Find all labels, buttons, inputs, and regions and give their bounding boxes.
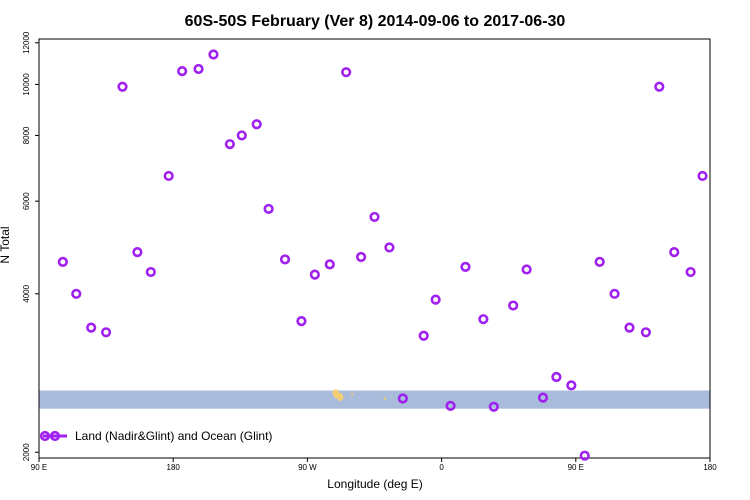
y-tick-label: 4000	[22, 284, 31, 302]
data-point	[566, 380, 577, 391]
y-axis: 2000 4000 6000 8000 10000 12000	[22, 31, 39, 461]
data-point	[537, 392, 549, 403]
data-point	[478, 314, 489, 325]
data-point	[71, 288, 82, 299]
data-point	[208, 49, 219, 60]
x-tick-label: 180	[703, 463, 717, 472]
data-point	[193, 63, 204, 75]
data-point	[551, 371, 562, 383]
data-point	[521, 264, 532, 275]
data-point	[418, 330, 429, 341]
data-point	[163, 170, 174, 182]
land-shape	[383, 397, 387, 400]
chart-title: 60S-50S February (Ver 8) 2014-09-06 to 2…	[185, 13, 566, 30]
data-point	[369, 211, 380, 223]
legend-marker	[49, 430, 61, 442]
y-axis-label: N Total	[0, 226, 12, 263]
data-point	[508, 300, 519, 311]
data-point	[355, 251, 367, 263]
data-point	[460, 261, 471, 273]
data-point	[669, 247, 680, 258]
data-point	[309, 269, 320, 280]
plot-frame	[38, 38, 711, 459]
data-point	[296, 315, 307, 327]
data-point	[624, 322, 635, 333]
data-point	[86, 322, 97, 333]
x-axis: 90 E 180 90 W 0 90 E 180	[31, 458, 717, 472]
data-point	[57, 256, 68, 267]
data-point	[397, 393, 408, 404]
x-tick-label: 90 E	[31, 463, 47, 472]
data-point	[100, 327, 112, 338]
data-point	[654, 81, 665, 92]
y-tick-label: 10000	[22, 73, 31, 96]
data-point	[341, 67, 352, 78]
y-tick-label: 8000	[22, 126, 31, 144]
land-shape	[337, 393, 344, 401]
legend-label: Land (Nadir&Glint) and Ocean (Glint)	[75, 429, 272, 443]
data-point	[224, 139, 235, 150]
data-point	[251, 119, 262, 130]
data-point	[445, 400, 456, 411]
ocean-band	[39, 390, 710, 409]
y-tick-label: 6000	[22, 192, 31, 210]
data-point	[488, 401, 499, 412]
plot-area	[39, 389, 710, 409]
data-point	[117, 81, 128, 92]
data-point	[579, 450, 590, 461]
x-tick-label: 90 E	[568, 463, 584, 472]
data-point	[430, 294, 441, 305]
data-point	[594, 256, 605, 267]
x-tick-label: 180	[167, 463, 181, 472]
data-point	[697, 170, 708, 182]
data-point	[324, 259, 335, 270]
y-tick-label: 2000	[22, 443, 31, 461]
x-tick-label: 90 W	[298, 463, 317, 472]
legend-marker	[39, 430, 51, 442]
data-point	[236, 130, 247, 141]
data-point	[263, 203, 274, 215]
y-tick-label: 12000	[22, 31, 31, 54]
data-point	[384, 242, 395, 253]
land-shapes	[332, 389, 387, 401]
data-point	[132, 247, 143, 258]
data-point	[685, 266, 696, 278]
land-shape	[332, 389, 339, 397]
legend: Land (Nadir&Glint) and Ocean (Glint)	[39, 429, 272, 443]
land-shape	[350, 393, 354, 396]
data-point	[177, 66, 188, 77]
data-points	[57, 49, 708, 461]
x-tick-label: 0	[439, 463, 444, 472]
x-axis-label: Longitude (deg E)	[327, 477, 422, 491]
data-point	[609, 288, 620, 299]
data-point	[279, 254, 291, 265]
data-point	[640, 327, 651, 338]
data-point	[145, 266, 156, 278]
